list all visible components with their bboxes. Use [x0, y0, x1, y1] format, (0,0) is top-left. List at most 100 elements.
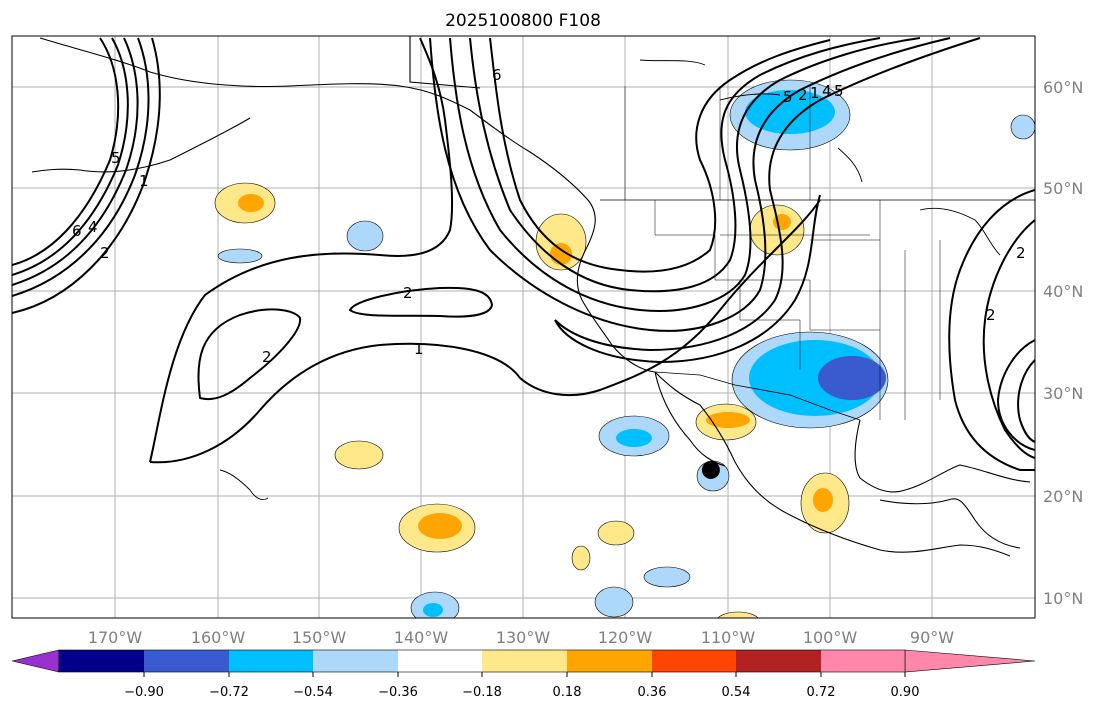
contour-label: 2	[403, 284, 413, 302]
contour-label: 2	[262, 348, 272, 366]
colorbar-tick-label: −0.72	[209, 685, 249, 700]
colorbar-segment	[229, 650, 313, 672]
shading-positive-core	[706, 412, 750, 428]
contour-label: 1	[810, 84, 820, 102]
coastline-pacific	[39, 37, 1011, 557]
contour-label: 6	[72, 222, 82, 240]
map-content: 6 4 2 1 5 2 2 1 6 2 2 5 2 1 4 5	[12, 36, 1035, 618]
shading-positive-core	[813, 488, 833, 512]
lon-label: 140°W	[394, 628, 449, 647]
colorbar-tick-label: −0.54	[293, 685, 333, 700]
contour-label: 1	[139, 172, 149, 190]
contour-line	[449, 37, 921, 312]
coastline-great-lakes	[919, 207, 1001, 256]
contour-label: 5	[111, 149, 121, 167]
colorbar-segment	[736, 650, 821, 672]
lat-label: 60°N	[1043, 78, 1083, 97]
lat-label: 50°N	[1043, 179, 1083, 198]
colorbar-tick-label: 0.36	[638, 685, 667, 700]
shading-positive-blob	[717, 611, 759, 618]
lon-label: 90°W	[910, 628, 954, 647]
colorbar-segment	[398, 650, 482, 672]
shading-positive-blob	[334, 440, 384, 470]
contour-line	[12, 37, 139, 286]
colorbar-tick-label: −0.90	[124, 685, 164, 700]
colorbar-segment	[821, 650, 905, 672]
coastline-yucatan	[879, 498, 1021, 549]
coastline-hawaii	[219, 469, 269, 501]
colorbar-segment	[313, 650, 398, 672]
contour-line	[429, 37, 951, 332]
contour-line	[554, 37, 981, 352]
longitude-labels: 170°W 160°W 150°W 140°W 130°W 120°W 110°…	[88, 628, 954, 647]
contour-line	[996, 339, 1035, 451]
colorbar-tick-label: 0.72	[807, 685, 836, 700]
shading-negative-blob	[346, 220, 384, 252]
province-lines	[624, 86, 811, 200]
contour-line	[12, 37, 150, 297]
shading-negative-core	[818, 356, 886, 400]
contour-line	[469, 37, 881, 293]
lon-label: 160°W	[191, 628, 246, 647]
state-borders	[624, 86, 941, 420]
contour-label: 1	[414, 340, 424, 358]
contour-labels: 6 4 2 1 5 2 2 1 6 2 2 5 2 1 4 5	[72, 66, 1026, 366]
colorbar-tick-label: −0.18	[462, 685, 502, 700]
colorbar-tick-labels: −0.90 −0.72 −0.54 −0.36 −0.18 0.18 0.36 …	[124, 685, 919, 700]
colorbar-ticks	[143, 672, 906, 677]
coastline-baja	[654, 371, 726, 467]
shading-positive-blob	[571, 545, 591, 571]
lon-label: 100°W	[803, 628, 858, 647]
coastline-alaska-peninsula	[31, 117, 251, 173]
contour-line	[12, 37, 161, 314]
colorbar-segment	[567, 650, 652, 672]
lakes-canada	[639, 59, 863, 183]
contour-label: 4	[822, 82, 832, 100]
contour-label: 5	[783, 88, 793, 106]
contour-line	[12, 37, 129, 276]
shading-negative-blob	[1010, 114, 1035, 140]
lat-label: 20°N	[1043, 487, 1083, 506]
colorbar-segment	[652, 650, 736, 672]
shading-negative-core	[616, 429, 652, 447]
shading-positive-core	[418, 513, 462, 539]
colorbar-tick-label: 0.54	[722, 685, 751, 700]
contour-line-1	[149, 199, 821, 464]
colorbar-segment	[482, 650, 567, 672]
location-marker	[701, 460, 720, 479]
contour-line	[982, 219, 1035, 459]
chart-title: 2025100800 F108	[445, 11, 601, 31]
lon-label: 170°W	[88, 628, 143, 647]
coastlines	[31, 36, 1035, 557]
shading-negative-core	[423, 603, 443, 617]
colorbar-tick-label: 0.18	[553, 685, 582, 700]
state-lines	[654, 200, 941, 420]
shading-positive-blob	[597, 520, 635, 546]
contour-line	[1017, 359, 1035, 443]
lat-label: 40°N	[1043, 282, 1083, 301]
contour-label: 2	[798, 86, 808, 104]
contour-label: 2	[100, 244, 110, 262]
contour-line	[489, 37, 831, 273]
shading-negative-blob	[594, 586, 634, 618]
colorbar-segment	[59, 650, 144, 672]
colorbar-tick-label: −0.36	[378, 685, 418, 700]
shading-negative-blob	[217, 248, 263, 264]
contour-line	[12, 37, 120, 266]
border-us-mexico	[654, 371, 861, 421]
lon-label: 110°W	[701, 628, 756, 647]
colorbar-tick-label: 0.90	[891, 685, 920, 700]
colorbar: −0.90 −0.72 −0.54 −0.36 −0.18 0.18 0.36 …	[11, 649, 1036, 700]
lon-label: 130°W	[496, 628, 551, 647]
colorbar-extend-right	[904, 649, 1036, 673]
shading-positive-core	[238, 194, 264, 212]
lon-label: 150°W	[292, 628, 347, 647]
contour-line	[554, 194, 821, 364]
gridlines	[12, 36, 1035, 618]
contour-label: 2	[1016, 244, 1026, 262]
coastline-gulf	[854, 419, 1031, 493]
contour-line-2	[348, 286, 494, 318]
colorbar-segment	[144, 650, 229, 672]
contour-line-1	[149, 37, 454, 463]
